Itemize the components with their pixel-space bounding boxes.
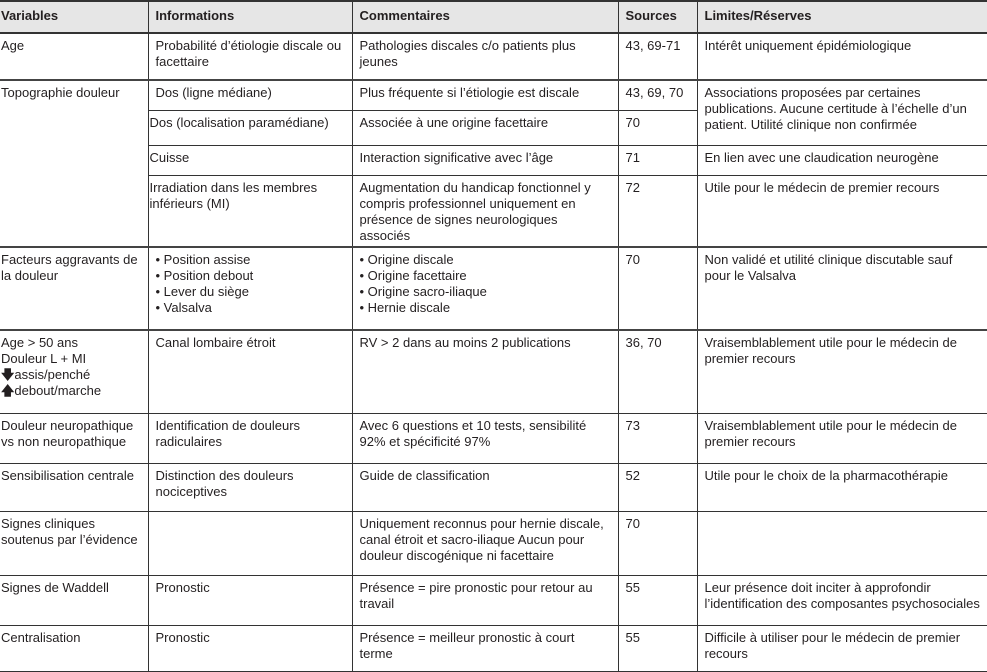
cell-comment: Avec 6 questions et 10 tests, sensibilit… <box>351 413 619 464</box>
cell-variable: Signes cliniques soutenus par l’évidence <box>0 511 149 576</box>
list-item: Valsalva <box>156 300 345 316</box>
header-commentaires: Commentaires <box>351 0 619 34</box>
list-item: Origine sacro-iliaque <box>360 284 611 300</box>
cell-variable: Douleur neuropathique vs non neuropathiq… <box>0 413 149 464</box>
header-sources: Sources <box>617 0 698 34</box>
cell-sources: 73 <box>617 413 698 464</box>
cell-limits: Utile pour le médecin de premier recours <box>696 174 987 247</box>
cell-sources: 43, 69, 70 <box>617 79 698 111</box>
table-row: Facteurs aggravants de la douleur Positi… <box>0 245 987 330</box>
cell-info <box>147 511 353 576</box>
cell-info: Pronostic <box>147 575 353 626</box>
cell-sources: 71 <box>617 144 698 176</box>
cell-limits: Associations proposées par certaines pub… <box>696 79 987 146</box>
arrow-down-icon: 🡇 <box>1 366 15 382</box>
list-item: Origine facettaire <box>360 268 611 284</box>
table-row: Signes de Waddell Pronostic Présence = p… <box>0 575 987 626</box>
cell-sources: 36, 70 <box>617 328 698 414</box>
cell-limits: Utile pour le choix de la pharmacothérap… <box>696 463 987 512</box>
cell-sources: 43, 69-71 <box>617 32 698 81</box>
cell-comment: Origine discale Origine facettaire Origi… <box>351 245 619 330</box>
cell-comment: Plus fréquente si l’étiologie est discal… <box>351 79 619 111</box>
cell-sources: 55 <box>617 575 698 626</box>
header-limites: Limites/Réserves <box>696 0 987 34</box>
table-row: Dos (localisation paramédiane) Associée … <box>0 109 987 146</box>
cell-comment: Associée à une origine facettaire <box>351 109 619 146</box>
table-row: Sensibilisation centrale Distinction des… <box>0 463 987 512</box>
cell-sources: 72 <box>617 174 698 247</box>
cell-variable: Facteurs aggravants de la douleur <box>0 245 149 330</box>
table-row: Age > 50 ans Douleur L + MI 🡇assis/pench… <box>0 328 987 414</box>
header-row: Variables Informations Commentaires Sour… <box>0 0 987 34</box>
cell-comment: Présence = meilleur pronostic à court te… <box>351 625 619 672</box>
cell-info: Dos (localisation paramédiane) <box>148 109 353 146</box>
cell-comment: RV > 2 dans au moins 2 publications <box>351 328 619 414</box>
list-item: Lever du siège <box>156 284 345 300</box>
arrow-up-icon: 🡅 <box>1 382 15 398</box>
header-informations: Informations <box>147 0 353 34</box>
cell-sources: 70 <box>617 109 697 146</box>
cell-limits: Leur présence doit inciter à approfondir… <box>696 575 987 626</box>
cell-info: Probabilité d’étiologie discale ou facet… <box>147 32 353 81</box>
cell-comment: Uniquement reconnus pour hernie discale,… <box>351 511 619 576</box>
table-row: Cuisse Interaction significative avec l’… <box>0 144 987 176</box>
variable-line: Douleur L + MI <box>1 350 87 366</box>
cell-info: Cuisse <box>148 144 353 176</box>
table-row: Topographie douleur Dos (ligne médiane) … <box>0 79 987 247</box>
variable-line: assis/penché <box>14 366 91 382</box>
table-row: Centralisation Pronostic Présence = meil… <box>0 625 987 672</box>
cell-info: Dos (ligne médiane) <box>147 79 353 111</box>
cell-variable: Topographie douleur <box>0 79 149 247</box>
cell-variable: Sensibilisation centrale <box>0 463 149 512</box>
table-row: Irradiation dans les membres inférieurs … <box>0 174 987 247</box>
cell-limits: Vraisemblablement utile pour le médecin … <box>696 328 987 414</box>
cell-limits: Vraisemblablement utile pour le médecin … <box>696 413 987 464</box>
cell-sources: 70 <box>617 245 698 330</box>
cell-limits: Intérêt uniquement épidémiologique <box>696 32 987 81</box>
cell-limits: Non validé et utilité clinique discutabl… <box>696 245 987 330</box>
cell-variable: Centralisation <box>0 625 149 672</box>
cell-comment: Augmentation du handicap fonctionnel y c… <box>351 174 619 247</box>
table-row: Douleur neuropathique vs non neuropathiq… <box>0 413 987 464</box>
cell-comment: Présence = pire pronostic pour retour au… <box>351 575 619 626</box>
cell-variable: Signes de Waddell <box>0 575 149 626</box>
cell-comment: Guide de classification <box>351 463 619 512</box>
list-item: Hernie discale <box>360 300 611 316</box>
list-item: Position assise <box>156 252 345 268</box>
cell-comment: Pathologies discales c/o patients plus j… <box>351 32 619 81</box>
cell-sources: 55 <box>617 625 698 672</box>
cell-variable: Age <box>0 32 149 81</box>
cell-info: Canal lombaire étroit <box>147 328 353 414</box>
cell-sources: 70 <box>617 511 698 576</box>
header-variables: Variables <box>0 0 149 34</box>
cell-info: Pronostic <box>147 625 353 672</box>
cell-comment: Interaction significative avec l’âge <box>351 144 619 176</box>
cell-sources: 52 <box>617 463 698 512</box>
table-row: Age Probabilité d’étiologie discale ou f… <box>0 32 987 81</box>
table-row: Signes cliniques soutenus par l’évidence… <box>0 511 987 576</box>
list-item: Origine discale <box>360 252 611 268</box>
cell-info: Position assise Position debout Lever du… <box>147 245 353 330</box>
list-item: Position debout <box>156 268 345 284</box>
cell-limits: Difficile à utiliser pour le médecin de … <box>696 625 987 672</box>
cell-info: Distinction des douleurs nociceptives <box>147 463 353 512</box>
cell-info: Identification de douleurs radiculaires <box>147 413 353 464</box>
variable-line: Age > 50 ans <box>1 334 78 350</box>
variable-line: debout/marche <box>14 382 102 398</box>
cell-variable: Age > 50 ans Douleur L + MI 🡇assis/pench… <box>0 328 149 414</box>
cell-limits: En lien avec une claudication neurogène <box>696 144 987 176</box>
cell-info: Irradiation dans les membres inférieurs … <box>148 174 353 247</box>
cell-limits <box>696 511 987 576</box>
